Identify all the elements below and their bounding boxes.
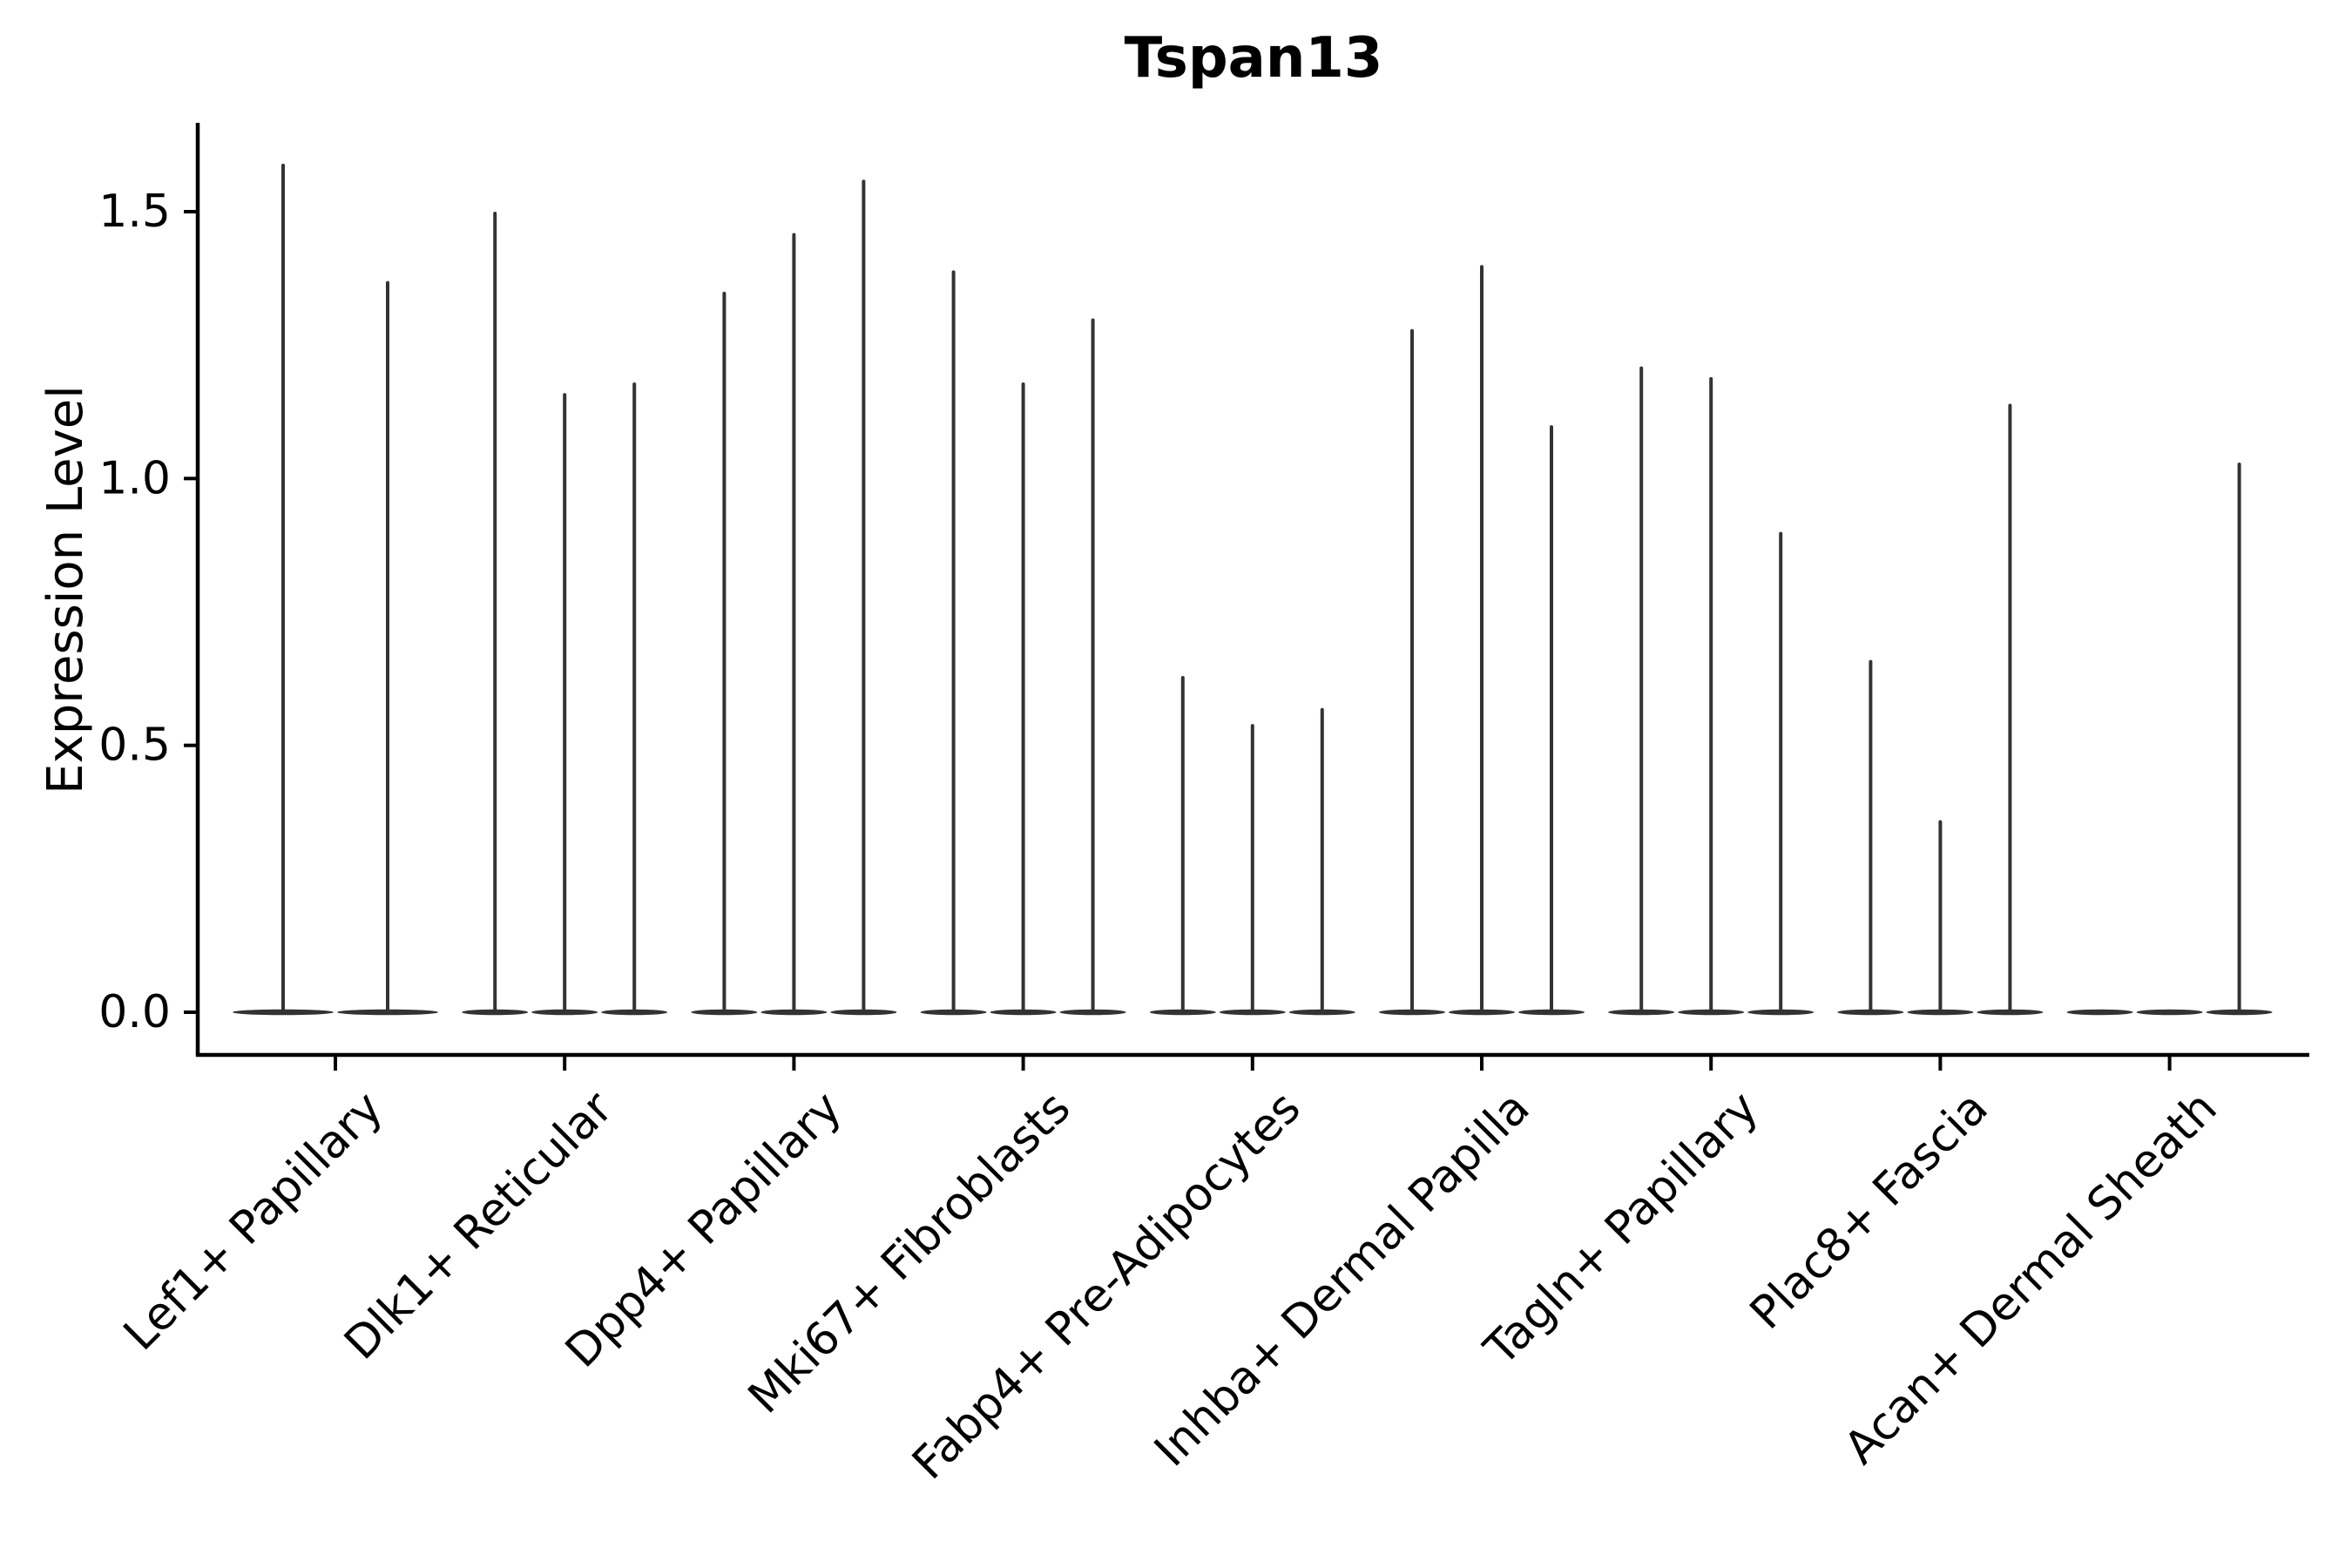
- y-tick-label: 1.5: [98, 186, 171, 238]
- violin-base: [2136, 1009, 2203, 1016]
- y-axis-label: Expression Level: [37, 385, 94, 794]
- chart-title: Tspan13: [1124, 26, 1383, 91]
- y-tick-label: 0.0: [98, 986, 171, 1038]
- violin-base: [2066, 1009, 2133, 1016]
- y-tick-label: 0.5: [98, 720, 171, 772]
- y-tick-label: 1.0: [98, 452, 171, 504]
